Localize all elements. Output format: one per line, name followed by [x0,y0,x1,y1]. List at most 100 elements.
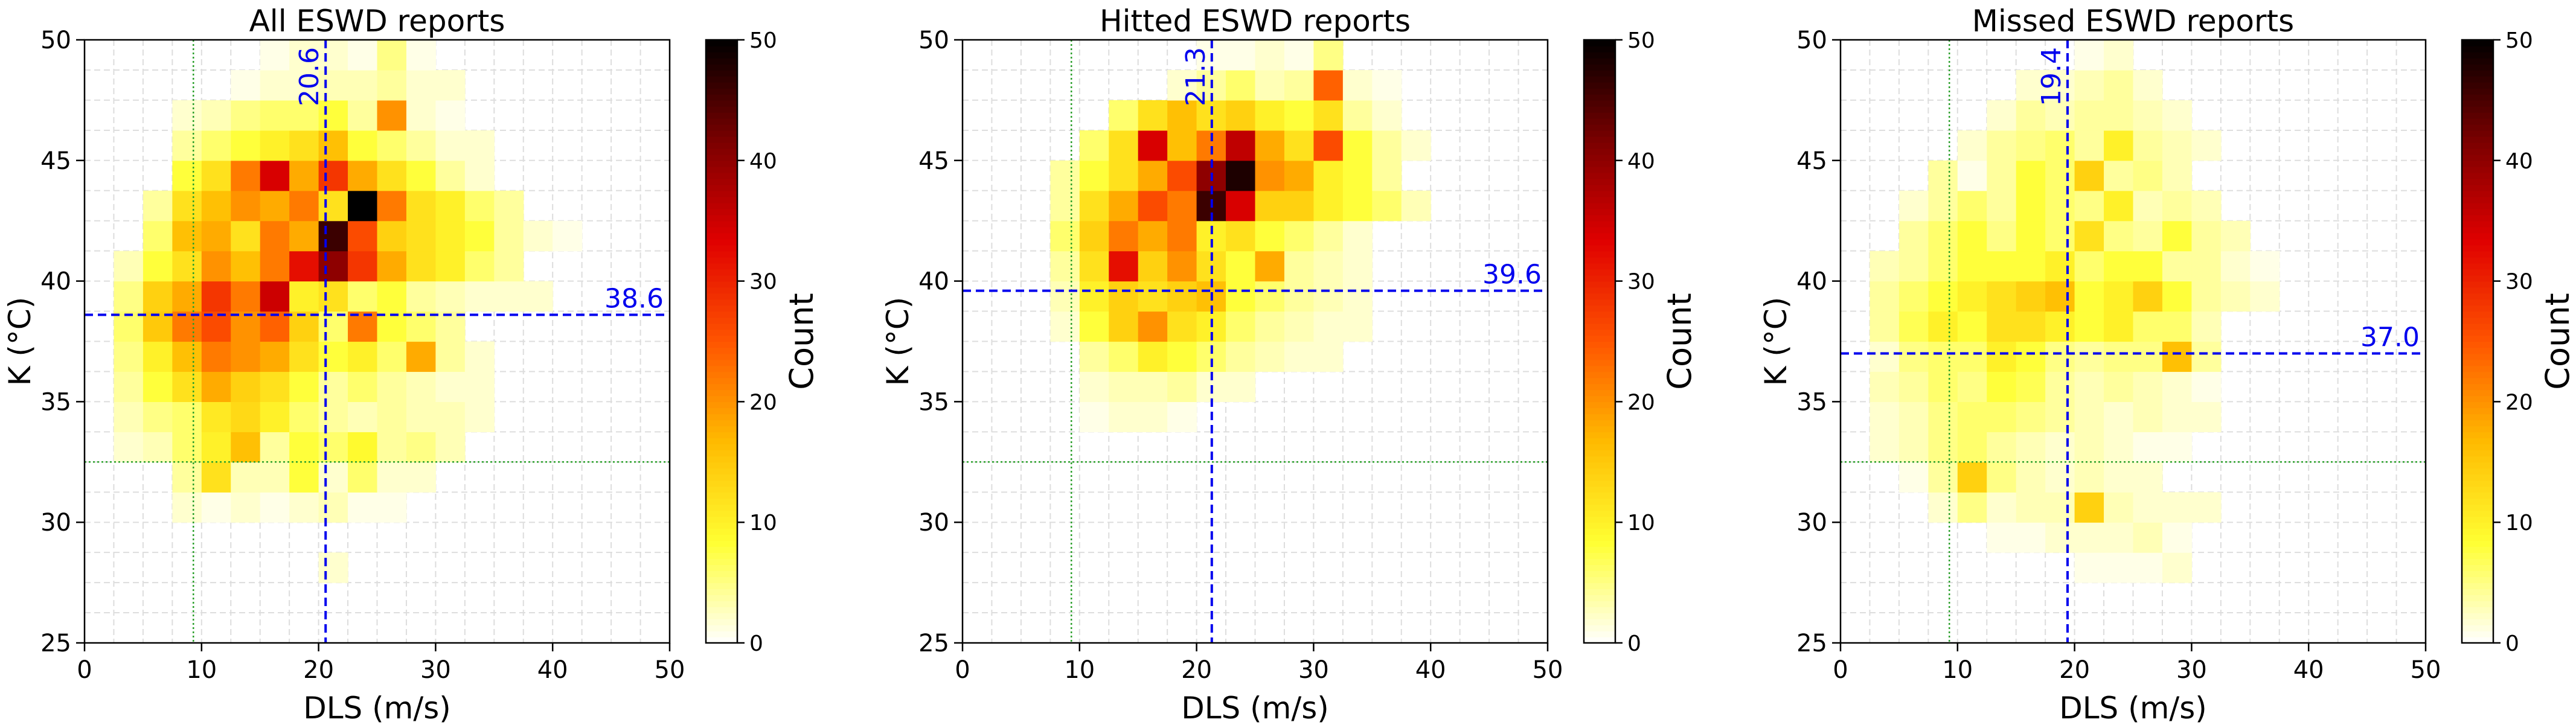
heatmap-cell [1987,462,2017,493]
heatmap-cell [1138,220,1168,252]
colorbar-segment [2462,100,2493,107]
heatmap-cell [1342,160,1373,191]
heatmap-cell [2045,281,2075,312]
heatmap-cell [289,130,319,161]
heatmap-cell [2045,311,2075,342]
colorbar-segment [1584,148,1615,155]
heatmap-cell [435,371,466,402]
y-tick-label: 30 [1796,509,1827,537]
colorbar-segment [706,81,737,89]
colorbar-segment [1584,576,1615,583]
colorbar-segment [706,263,737,270]
heatmap-cell [435,220,466,252]
heatmap-cell [318,281,348,312]
colorbar-segment [706,329,737,336]
heatmap-cell [1898,220,1929,252]
heatmap-cell [2220,220,2251,252]
heatmap-cell [260,190,290,222]
colorbar-segment [2462,190,2493,197]
colorbar-segment [706,438,737,445]
heatmap-cell [289,462,319,493]
heatmap-cell [2104,522,2134,553]
heatmap-cell [2074,281,2104,312]
heatmap-cell [1987,160,2017,191]
heatmap-cell [406,432,436,462]
colorbar-label: Count [1661,293,1699,389]
heatmap-cell [348,160,378,191]
heatmap-cell [1138,311,1168,342]
heatmap-cell [2191,281,2222,312]
heatmap-cell [1167,341,1197,372]
colorbar-segment [1584,377,1615,385]
colorbar-segment [2462,281,2493,288]
heatmap-cell [1928,341,1958,372]
colorbar-segment [2462,540,2493,547]
colorbar-segment [706,456,737,463]
heatmap-cell [172,190,202,222]
heatmap-cell [1342,190,1373,222]
colorbar-segment [706,142,737,149]
colorbar-segment [1584,214,1615,222]
colorbar-segment [706,426,737,433]
colorbar-segment [706,63,737,71]
colorbar-frame [705,39,739,644]
colorbar-segment [2462,166,2493,173]
heatmap-cell [435,311,466,342]
heatmap-cell [318,190,348,222]
colorbar-segment [706,299,737,306]
colorbar-segment [1584,100,1615,107]
colorbar-segment [2462,106,2493,113]
heatmap-cell [2133,552,2163,583]
heatmap-cell [2045,371,2075,402]
colorbar-segment [706,160,737,167]
heatmap-cell [2104,401,2134,432]
colorbar-segment [706,148,737,155]
heatmap-cell [435,160,466,191]
heatmap-cell [2191,492,2222,523]
colorbar-segment [1584,317,1615,324]
colorbar-segment [2462,226,2493,234]
colorbar-segment [2462,625,2493,631]
heatmap-cell [201,341,231,372]
heatmap-cell [1898,371,1929,402]
heatmap-cell [2104,432,2134,462]
colorbar-segment [706,395,737,403]
heatmap-cell [2162,130,2192,161]
plot-frame [961,39,1549,644]
plot-frame [83,39,671,644]
heatmap-cell [1313,341,1344,372]
heatmap-cell [494,251,524,282]
heatmap-cell [377,432,407,462]
heatmap-cell [231,190,261,222]
heatmap-cell [2162,552,2192,583]
heatmap-cell [1313,40,1344,71]
heatmap-cell [1313,281,1344,312]
heatmap-cell [260,371,290,402]
colorbar-segment [706,335,737,342]
heatmap-cell [1284,220,1314,252]
heatmap-cell [2016,311,2046,342]
colorbar-tick-label: 0 [749,631,763,656]
colorbar-segment [2462,220,2493,228]
x-tick-label: 40 [537,656,568,684]
heatmap-cell [1050,251,1080,282]
colorbar-segment [2462,498,2493,505]
heatmap-cell [172,160,202,191]
heatmap-cell [1928,160,1958,191]
y-tick-label: 30 [40,509,71,537]
colorbar-segment [2462,341,2493,348]
heatmap-cell [348,341,378,372]
colorbar-segment [1584,401,1615,409]
colorbar-segment [1584,57,1615,65]
heatmap-cell [231,462,261,493]
heatmap-cell [260,341,290,372]
heatmap-cell [2045,401,2075,432]
x-tick-label: 50 [1533,656,1563,684]
heatmap-cell [1870,311,1900,342]
colorbar-segment [2462,40,2493,46]
heatmap-cell [143,371,173,402]
colorbar-segment [1584,613,1615,619]
y-tick-label: 35 [40,388,71,416]
heatmap-cell [1957,311,1987,342]
colorbar-segment [1584,468,1615,475]
